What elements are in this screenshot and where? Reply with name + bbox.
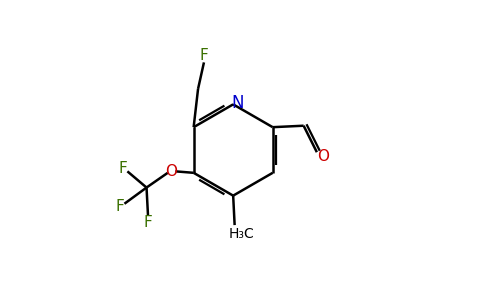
Text: F: F	[143, 215, 152, 230]
Text: F: F	[115, 199, 124, 214]
Text: F: F	[199, 47, 208, 62]
Text: O: O	[166, 164, 178, 179]
Text: O: O	[317, 149, 329, 164]
Text: F: F	[118, 161, 127, 176]
Text: H₃C: H₃C	[229, 227, 255, 241]
Text: N: N	[232, 94, 244, 112]
